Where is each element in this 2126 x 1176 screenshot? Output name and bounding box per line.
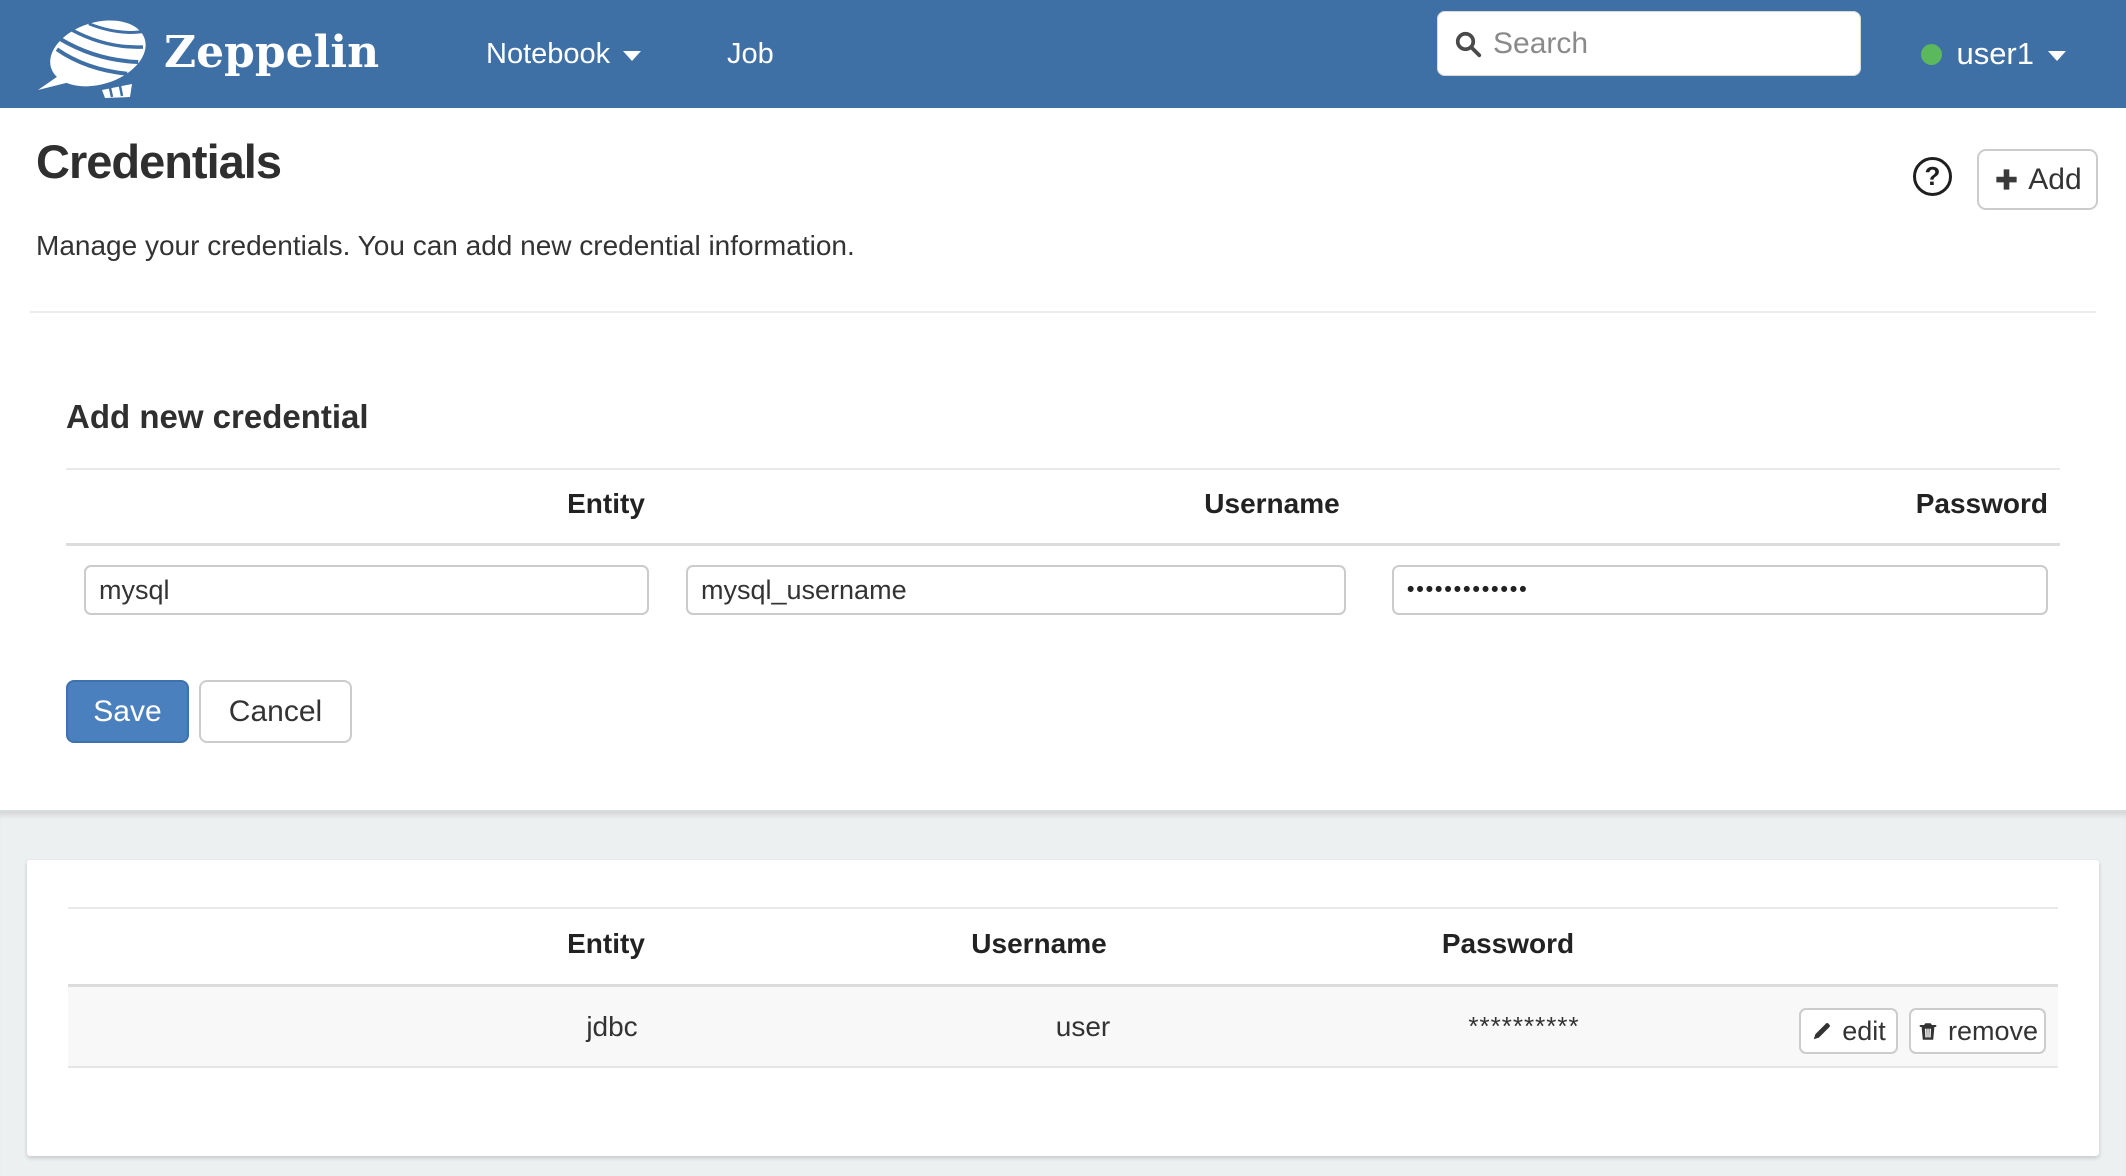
cancel-button[interactable]: Cancel: [199, 680, 352, 743]
form-column-header-username: Username: [1204, 488, 1340, 519]
help-icon[interactable]: ?: [1913, 157, 1952, 196]
chevron-down-icon: [623, 51, 642, 61]
edit-button[interactable]: edit: [1799, 1008, 1898, 1054]
credentials-list-section: Entity Username Password jdbc user *****…: [0, 810, 2126, 1176]
card-table-header-border: [68, 984, 2058, 987]
password-input[interactable]: [1392, 565, 2048, 615]
nav-item-notebook-label: Notebook: [486, 37, 611, 70]
form-column-header-entity: Entity: [567, 488, 645, 519]
user-menu[interactable]: user1: [1921, 0, 2066, 108]
card-table-top-border: [68, 907, 2058, 909]
credentials-card: Entity Username Password jdbc user *****…: [27, 860, 2099, 1156]
entity-input[interactable]: [84, 565, 649, 615]
remove-button-label: remove: [1947, 1015, 2039, 1046]
form-column-header-password: Password: [1915, 488, 2048, 519]
edit-button-label: edit: [1842, 1015, 1886, 1046]
plus-icon: [1996, 169, 2017, 190]
add-button[interactable]: Add: [1977, 149, 2098, 210]
table-column-header-entity: Entity: [567, 928, 645, 959]
form-table-header-border: [66, 543, 2060, 546]
save-button[interactable]: Save: [66, 680, 189, 743]
pencil-icon: [1813, 1023, 1831, 1040]
nav-item-job[interactable]: Job: [727, 0, 774, 108]
search-box: [1437, 11, 1861, 76]
search-input[interactable]: [1493, 26, 1845, 61]
divider: [30, 311, 2096, 313]
help-icon-glyph: ?: [1924, 161, 1941, 191]
page-title: Credentials: [36, 135, 282, 188]
row-password-cell: **********: [1468, 1011, 1580, 1041]
row-entity-cell: jdbc: [586, 1011, 638, 1042]
section-heading: Add new credential: [66, 398, 369, 435]
trash-icon: [1919, 1023, 1937, 1040]
table-row: jdbc user ********** edit: [68, 987, 2058, 1068]
brand-title[interactable]: Zeppelin: [164, 27, 380, 78]
nav-item-job-label: Job: [727, 37, 774, 70]
form-table-top-border: [66, 468, 2060, 470]
page-subtitle: Manage your credentials. You can add new…: [36, 230, 855, 261]
add-button-label: Add: [2028, 162, 2082, 196]
user-status-dot: [1921, 43, 1943, 65]
table-column-header-username: Username: [971, 928, 1107, 959]
navbar: Zeppelin Notebook Job user1: [0, 0, 2126, 108]
table-column-header-password: Password: [1441, 928, 1575, 959]
search-icon: [1455, 31, 1482, 57]
remove-button[interactable]: remove: [1909, 1008, 2046, 1054]
username-input[interactable]: [686, 565, 1346, 615]
row-username-cell: user: [1055, 1011, 1111, 1042]
zeppelin-logo-icon[interactable]: [32, 4, 160, 104]
nav-item-notebook[interactable]: Notebook: [486, 0, 642, 108]
user-name: user1: [1956, 36, 2034, 71]
chevron-down-icon: [2048, 51, 2066, 61]
